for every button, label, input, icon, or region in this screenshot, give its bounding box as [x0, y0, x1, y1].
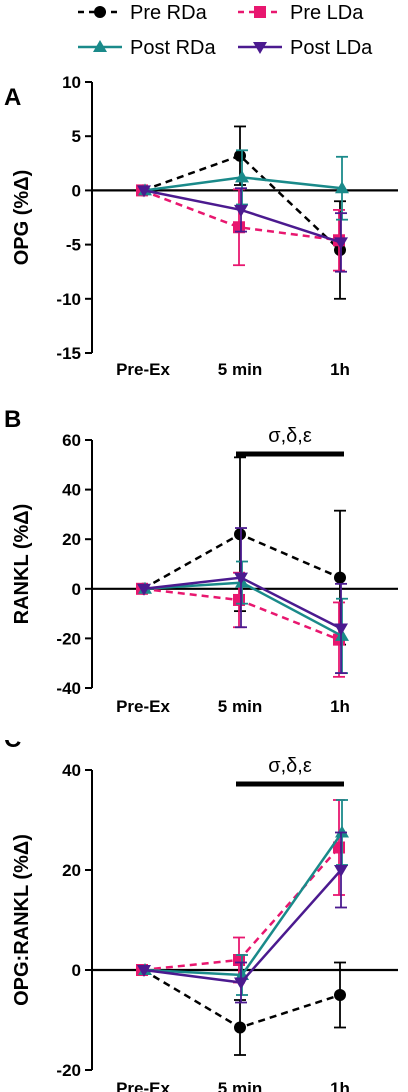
x-tick-label: Pre-Ex: [116, 360, 170, 379]
data-point: [137, 965, 151, 977]
data-point: [334, 244, 346, 257]
data-point: [334, 989, 346, 1001]
x-tick-label: 1h: [330, 697, 350, 716]
series-line-pre-rda: [142, 154, 341, 251]
y-tick-label: 10: [62, 73, 81, 92]
x-tick-label: 5 min: [218, 360, 262, 379]
y-tick-label: 0: [72, 580, 81, 599]
x-tick-label: 5 min: [218, 1079, 262, 1092]
data-point: [334, 571, 346, 584]
y-tick-label: -40: [56, 679, 81, 698]
data-point: [234, 1021, 246, 1034]
x-tick-label: Pre-Ex: [116, 697, 170, 716]
legend: Pre RDa Pre LDa Post RDa Post LDa: [78, 2, 373, 59]
x-tick-label: 1h: [330, 360, 350, 379]
y-tick-label: -15: [56, 344, 81, 363]
data-point: [335, 628, 349, 641]
data-point: [137, 185, 151, 198]
legend-item-pre-rda: Pre RDa: [78, 2, 208, 24]
panel-letter: C: [4, 740, 21, 753]
data-point: [334, 623, 348, 636]
chart-panel-b: B -40 -20 0 20 40 60 RANKL (%Δ) Pre-Ex 5 min 1h σ,δ…: [4, 410, 398, 716]
chart-panel-a: A -15 -10 -5 0 5 10 OPG (%Δ) Pre-Ex 5 min 1h: [4, 73, 398, 379]
y-axis-label: OPG:RANKL (%Δ): [11, 834, 33, 1006]
data-point: [137, 583, 151, 596]
y-tick-label: 0: [72, 961, 81, 980]
y-tick-label: 40: [62, 761, 81, 780]
y-tick-label: 0: [72, 181, 81, 200]
data-point: [335, 825, 349, 838]
y-tick-label: -20: [56, 1061, 81, 1080]
series-line-pre-lda: [141, 846, 340, 972]
panel-letter: B: [4, 410, 21, 433]
y-tick-label: 40: [62, 481, 81, 500]
data-point: [234, 149, 246, 162]
series-line-pre-lda: [141, 189, 340, 242]
legend-item-post-rda: Post RDa: [78, 37, 216, 59]
significance-label: σ,δ,ε: [268, 425, 312, 447]
x-tick-label: 1h: [330, 1079, 350, 1092]
data-point: [234, 977, 248, 990]
y-tick-label: -10: [56, 290, 81, 309]
legend-item-post-lda: Post LDa: [238, 37, 373, 59]
y-tick-label: 5: [72, 127, 81, 146]
significance-label: σ,δ,ε: [268, 755, 312, 777]
data-point: [233, 221, 245, 234]
y-tick-label: -20: [56, 629, 81, 648]
y-tick-label: -5: [66, 236, 81, 255]
x-tick-label: 5 min: [218, 697, 262, 716]
y-axis-label: RANKL (%Δ): [11, 504, 33, 625]
x-tick-label: Pre-Ex: [116, 1079, 170, 1092]
legend-label: Post LDa: [290, 37, 373, 59]
data-point: [234, 572, 248, 585]
legend-label: Post RDa: [130, 37, 216, 59]
legend-label: Pre RDa: [130, 2, 208, 24]
chart-panel-c: C -20 0 20 40 OPG:RANKL (%Δ) Pre-Ex 5 min 1h σ,δ,…: [4, 740, 398, 1092]
y-tick-label: 20: [62, 861, 81, 880]
data-point: [234, 204, 248, 217]
y-axis-label: OPG (%Δ): [11, 170, 33, 266]
y-tick-label: 60: [62, 431, 81, 450]
legend-item-pre-lda: Pre LDa: [238, 2, 364, 24]
legend-label: Pre LDa: [290, 2, 364, 24]
data-point: [235, 170, 249, 183]
data-point: [335, 181, 349, 194]
y-tick-label: 20: [62, 530, 81, 549]
data-point: [334, 865, 348, 877]
panel-letter: A: [4, 84, 21, 111]
data-point: [234, 528, 246, 541]
data-point: [334, 237, 348, 250]
